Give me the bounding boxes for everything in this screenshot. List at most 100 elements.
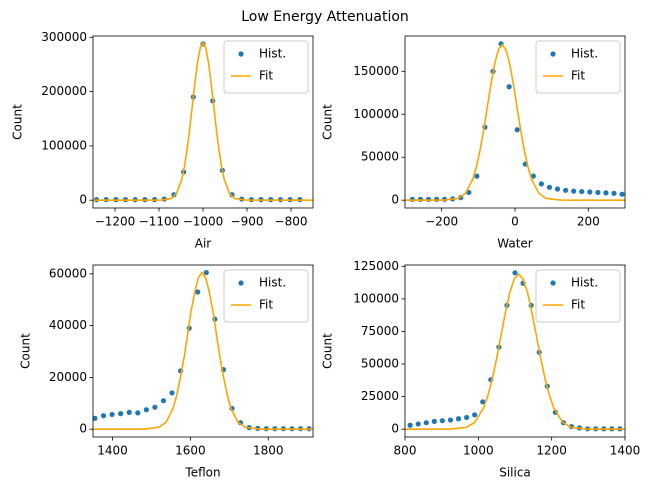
y-tick-label: 0 [79,422,87,436]
legend-label: Fit [259,69,273,83]
y-tick-label: 60000 [49,266,87,280]
legend: Hist. Fit [535,269,621,323]
hist-point [474,173,480,179]
y-axis-label: Count [11,104,25,140]
hist-point [514,127,520,133]
y-tick-label: 0 [391,193,399,207]
y-tick-label: 25000 [361,389,399,403]
legend-marker [238,280,244,286]
y-tick-label: 20000 [49,370,87,384]
figure-title: Low Energy Attenuation [241,9,409,25]
hist-point [409,196,415,202]
legend-label: Fit [571,298,585,312]
y-axis-label: Count [321,333,335,369]
y-axis-label: Count [321,104,335,140]
hist-point [506,84,512,90]
legend: Hist. Fit [223,40,309,94]
axes-frame [92,264,314,438]
y-tick-label: 150000 [353,64,399,78]
y-tick-label: 100000 [353,291,399,305]
x-tick-label: −1100 [139,215,180,229]
legend-marker [550,280,556,286]
x-tick-label: −800 [275,215,308,229]
hist-point [417,196,423,202]
hist-point [472,412,478,418]
x-axis-label: Silica [499,466,531,480]
hist-point [546,184,553,190]
x-tick-label: −1200 [95,215,136,229]
x-tick-label: 1600 [175,444,206,458]
hist-point [619,191,625,197]
x-tick-label: 1400 [97,444,128,458]
hist-point [425,196,432,202]
x-axis-label: Teflon [184,466,220,480]
x-tick-label: 1200 [536,444,567,458]
plot-area [405,41,625,202]
y-tick-label: 100000 [353,107,399,121]
hist-point [603,190,609,196]
legend-label: Hist. [571,47,598,61]
hist-point [587,189,593,195]
x-axis-label: Air [195,237,212,251]
x-tick-label: 1000 [463,444,494,458]
plot-area [93,269,313,432]
legend: Hist. Fit [223,269,309,323]
y-tick-label: 200000 [41,84,87,98]
hist-point [93,415,98,421]
hist-point [538,181,545,187]
x-tick-label: 0 [511,215,519,229]
y-tick-label: 300000 [41,30,87,44]
legend-label: Hist. [571,276,598,290]
subplot: −1200 −1100 −1000 −900 −800 0 100000 200000 3000… [11,30,314,251]
hist-point [135,410,141,416]
hist-point [100,413,107,419]
y-tick-label: 0 [391,422,399,436]
hist-point [169,390,175,396]
hist-point [118,411,124,417]
plot-area [93,41,313,203]
y-tick-label: 125000 [353,259,399,273]
x-tick-label: −900 [231,215,264,229]
legend-box [535,40,621,94]
hist-point [407,422,413,428]
hist-point [611,190,617,196]
hist-point [571,188,577,194]
fit-line [405,272,625,430]
x-tick-label: 200 [577,215,600,229]
x-tick-label: −1000 [183,215,224,229]
y-tick-label: 100000 [41,138,87,152]
hist-point [143,407,149,413]
hist-point [415,421,421,427]
x-tick-label: −200 [425,215,458,229]
fit-line [93,41,313,201]
legend: Hist. Fit [535,40,621,94]
legend-box [535,269,621,323]
axes-frame [404,264,626,438]
x-tick-label: 1400 [610,444,641,458]
hist-point [480,399,486,405]
axes-frame [92,35,314,209]
plot-area [405,270,625,432]
subplot: −200 0 200 0 50000 100000 150000 Water Count Hist… [321,35,626,251]
hist-point [464,414,470,421]
legend-label: Fit [571,69,585,83]
subplot: 800 1000 1200 1400 0 25000 50000 75000 100000 125… [321,259,641,480]
legend-label: Hist. [259,47,286,61]
y-tick-label: 50000 [361,357,399,371]
y-tick-label: 50000 [361,150,399,164]
hist-point [126,409,132,415]
x-tick-label: 1800 [253,444,284,458]
hist-point [160,398,167,404]
y-tick-label: 40000 [49,318,87,332]
hist-point [423,420,429,426]
subplot: 1400 1600 1800 0 20000 40000 60000 Teflon Count H… [19,264,314,480]
legend-label: Fit [259,298,273,312]
legend-label: Hist. [259,276,286,290]
y-tick-label: 75000 [361,324,399,338]
y-tick-label: 0 [79,193,87,207]
hist-point [447,417,454,423]
hist-point [431,418,437,424]
hist-point [152,404,158,410]
legend-marker [238,51,244,57]
